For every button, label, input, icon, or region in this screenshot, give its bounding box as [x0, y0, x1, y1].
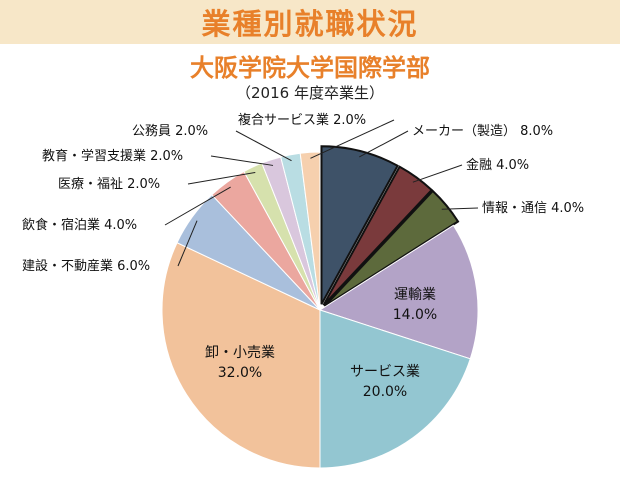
slice-value: 32.0%: [218, 365, 262, 381]
leader-line: [210, 155, 274, 166]
slice-label: 医療・福祉 2.0%: [58, 177, 160, 192]
pie-slice: [299, 151, 321, 311]
slice-label: 建設・不動産業 6.0%: [22, 258, 150, 274]
slice-label: 飲食・宿泊業 4.0%: [22, 217, 137, 233]
pie-slice: [319, 309, 471, 469]
leader-line: [441, 207, 479, 210]
leader-line: [235, 130, 292, 162]
leader-line: [177, 220, 198, 267]
leader-line: [310, 119, 395, 159]
pie-slice: [320, 145, 399, 305]
pie-slice: [318, 224, 479, 360]
leader-line: [412, 164, 463, 183]
slice-label: 卸・小売業: [205, 345, 275, 361]
slice-label: サービス業: [350, 364, 420, 380]
leader-line: [164, 186, 231, 226]
slice-value: 14.0%: [393, 307, 437, 323]
leader-line: [187, 171, 256, 185]
slice-label: メーカー（製造） 8.0%: [412, 124, 553, 139]
pie-slice: [161, 242, 321, 469]
chart-title: 業種別就職状況: [201, 7, 419, 41]
title-banner: 業種別就職状況: [0, 0, 620, 44]
slice-label: 公務員 2.0%: [132, 124, 208, 139]
slice-label: 複合サービス業 2.0%: [238, 112, 366, 128]
year-note: （2016 年度卒業生）: [236, 84, 384, 102]
pie-slice: [323, 189, 460, 308]
pie-slice: [322, 165, 434, 306]
slice-label: 教育・学習支援業 2.0%: [42, 148, 183, 164]
slice-label: 金融 4.0%: [466, 157, 529, 173]
slice-value: 20.0%: [363, 384, 407, 400]
chart-subtitle: 大阪学院大学国際学部: [190, 54, 430, 82]
slice-label: 情報・通信 4.0%: [482, 201, 584, 216]
leader-line: [359, 130, 409, 158]
slice-label: 運輸業: [394, 287, 436, 303]
